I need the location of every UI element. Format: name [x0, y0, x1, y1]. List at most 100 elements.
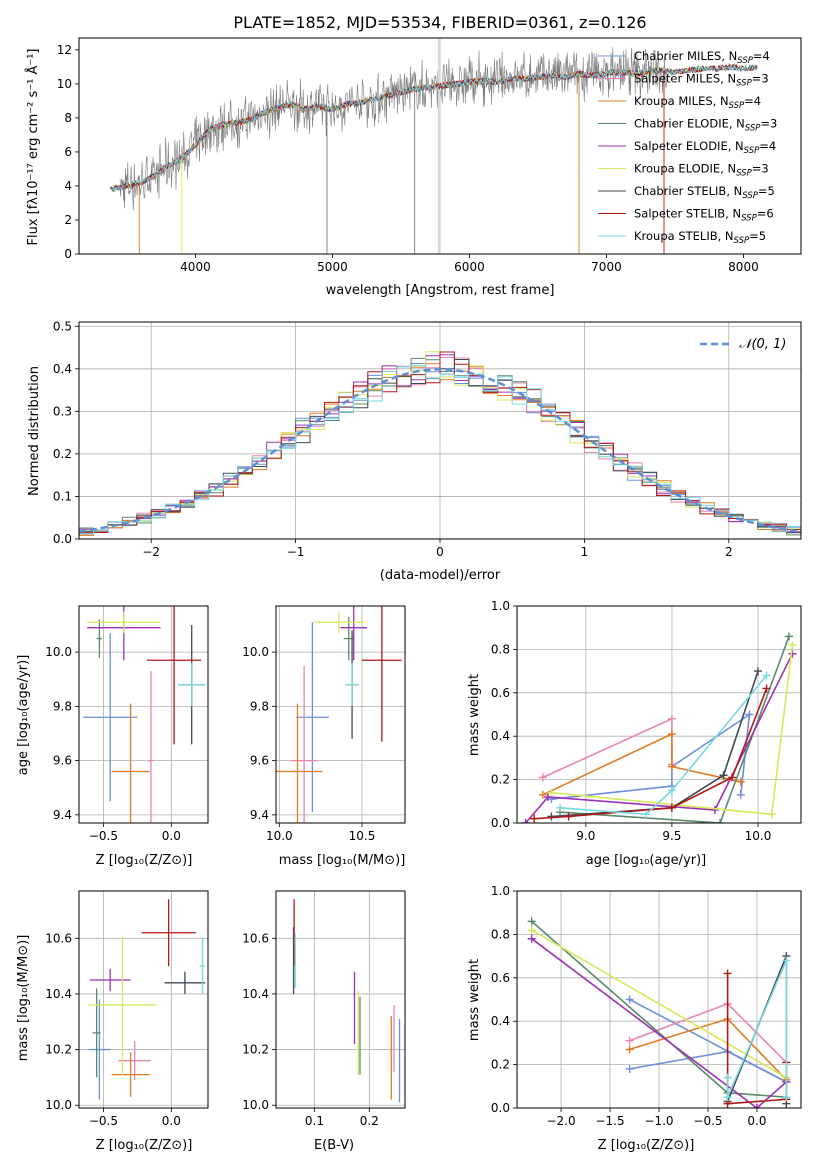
mass-weight-vs-z-line-kroupa_elodie	[531, 929, 787, 1079]
mass-weight-vs-age-marker-kroupa_miles	[667, 762, 676, 771]
mass-weight-vs-age-ytick-label: 0.8	[491, 642, 510, 656]
spectrum-ytick-label: 4	[64, 179, 72, 193]
mass-weight-vs-age-marker-salpeter_elodie	[543, 792, 552, 801]
mass-weight-vs-z-marker-salpeter_miles	[625, 1036, 634, 1045]
mass-weight-vs-z-marker-kroupa_stelib	[723, 1093, 732, 1102]
mass-vs-z-ytick-label: 10.6	[45, 931, 72, 945]
spectrum-ytick-label: 2	[64, 213, 72, 227]
legend-label-salpeter_elodie: Salpeter ELODIE, NSSP=4	[634, 139, 776, 156]
age-vs-z-xlabel: Z [log₁₀(Z/Z⊙)]	[96, 853, 193, 868]
mass-vs-z-xtick-label: −0.5	[89, 1114, 118, 1128]
mass-weight-vs-age-line-salpeter_elodie	[524, 653, 794, 823]
residual-xtick-label: −1	[287, 545, 305, 559]
mass-weight-vs-age-xtick-label: 9.5	[662, 829, 681, 843]
residual-legend: 𝒩(0, 1)	[700, 337, 786, 352]
age-vs-mass-ytick-label: 10.0	[242, 645, 269, 659]
residual-xtick-label: 0	[436, 545, 444, 559]
mass-weight-vs-age-marker-kroupa_miles	[736, 777, 745, 786]
mass-weight-vs-z-xtick-label: 0.0	[747, 1114, 766, 1128]
mass-weight-vs-age-marker-salpeter_stelib	[530, 814, 539, 823]
mass-vs-ebv-frame	[275, 890, 406, 1109]
mass-vs-ebv-ytick-label: 10.4	[242, 987, 269, 1001]
mass-weight-vs-age-ytick-label: 0.0	[491, 816, 510, 830]
mass-weight-vs-age-marker-kroupa_elodie	[788, 641, 797, 650]
mass-weight-vs-z-ytick-label: 0.4	[491, 1014, 510, 1028]
mass-weight-vs-z-ytick-label: 0.2	[491, 1058, 510, 1072]
mass-vs-z-ytick-label: 10.2	[45, 1043, 72, 1057]
mass-weight-vs-age-marker-kroupa_miles	[538, 790, 547, 799]
mass-weight-vs-age-marker-salpeter_stelib	[667, 803, 676, 812]
mass-weight-vs-age-marker-chabrier_miles	[745, 710, 754, 719]
mass-weight-vs-age-marker-salpeter_miles	[667, 714, 676, 723]
age-vs-z-ytick-label: 9.4	[53, 808, 72, 822]
mass-vs-z-xlabel: Z [log₁₀(Z/Z⊙)]	[96, 1138, 193, 1153]
mass-vs-z-marks	[88, 899, 206, 1100]
spectrum-title: PLATE=1852, MJD=53534, FIBERID=0361, z=0…	[233, 13, 646, 32]
spectrum-xtick-label: 5000	[317, 260, 348, 274]
mass-weight-vs-age-line-chabrier_elodie	[559, 636, 790, 823]
mass-weight-vs-z-marker-kroupa_stelib	[782, 1093, 791, 1102]
spectrum-xtick-label: 4000	[180, 260, 211, 274]
legend-label-chabrier_stelib: Chabrier STELIB, NSSP=5	[634, 184, 775, 201]
mass-weight-vs-age-ytick-label: 0.6	[491, 686, 510, 700]
residual-panel: −2 −1 0 1 2 0.0 0.1 0.2 0.3 0.4 0.5 (data-model)/e…	[27, 319, 802, 583]
mass-weight-vs-age-ytick-label: 1.0	[491, 599, 510, 613]
age-vs-z-xtick-label: 0.0	[162, 829, 181, 843]
legend-label-salpeter_stelib: Salpeter STELIB, NSSP=6	[634, 207, 774, 224]
spectrum-xtick-label: 6000	[454, 260, 485, 274]
mass-weight-vs-age-plot-area	[517, 606, 801, 823]
age-vs-mass-ytick-label: 9.4	[250, 808, 269, 822]
mass-weight-vs-z-marker-chabrier_miles	[625, 995, 634, 1004]
spectrum-frame	[78, 37, 802, 255]
mass-weight-vs-age-ytick-label: 0.2	[491, 773, 510, 787]
spectrum-xtick-label: 8000	[728, 260, 759, 274]
age-vs-z-ytick-label: 9.6	[53, 754, 72, 768]
mass-weight-vs-z-frame	[516, 890, 802, 1109]
spectrum-ytick-label: 8	[64, 111, 72, 125]
mass-vs-ebv-marks	[292, 899, 401, 1103]
residual-histogram-kroupa_stelib	[79, 365, 801, 535]
mass-vs-ebv-xtick-label: 0.1	[305, 1114, 324, 1128]
mass-weight-vs-z-line-salpeter_elodie	[531, 938, 787, 1108]
mass-vs-z-frame	[78, 890, 209, 1109]
mass-vs-ebv-ytick-label: 10.6	[242, 931, 269, 945]
mass-vs-ebv-xtick-label: 0.2	[360, 1114, 379, 1128]
age-vs-z-ylabel: age [log₁₀(age/yr)]	[16, 655, 31, 776]
mass-vs-z-xtick-label: 0.0	[162, 1114, 181, 1128]
normal-curve	[79, 368, 801, 533]
mass-weight-vs-z-marker-chabrier_miles	[625, 1064, 634, 1073]
legend-label-kroupa_elodie: Kroupa ELODIE, NSSP=3	[634, 162, 769, 179]
mass-weight-vs-z-marker-salpeter_elodie	[527, 934, 536, 943]
mass-weight-vs-z-xtick-label: −2.0	[546, 1114, 575, 1128]
mass-vs-ebv-panel: 0.1 0.2 10.0 10.2 10.4 10.6 E(B-V)	[242, 890, 406, 1153]
legend-label-chabrier_elodie: Chabrier ELODIE, NSSP=3	[634, 117, 777, 134]
mass-weight-vs-age-marker-salpeter_stelib	[564, 812, 573, 821]
legend-label-kroupa_stelib: Kroupa STELIB, NSSP=5	[634, 229, 766, 246]
masked-region	[437, 38, 441, 254]
residual-frame	[78, 321, 802, 540]
age-vs-mass-panel: 10.0 10.5 9.4 9.6 9.8 10.0 mass [log₁₀(M/M⊙)]	[242, 605, 406, 868]
residual-xlabel: (data-model)/error	[380, 568, 501, 583]
mass-vs-z-panel: −0.5 0.010.010.210.410.6 Z [log₁₀(Z/Z⊙)] …	[16, 890, 209, 1153]
age-vs-mass-xtick-label: 10.5	[349, 829, 376, 843]
mass-weight-vs-z-marker-salpeter_elodie	[752, 1104, 761, 1108]
mass-vs-z-ytick-label: 10.4	[45, 987, 72, 1001]
mass-weight-vs-age-ytick-label: 0.4	[491, 729, 510, 743]
mass-weight-vs-age-xtick-label: 10.0	[745, 829, 772, 843]
mass-weight-vs-z-ylabel: mass weight	[467, 959, 482, 1041]
mass-weight-vs-age-marker-kroupa_miles	[667, 730, 676, 739]
mass-weight-vs-age-frame	[516, 605, 802, 824]
residual-marks	[79, 351, 801, 536]
spectrum-ytick-label: 0	[64, 247, 72, 261]
mass-weight-vs-age-xlabel: age [log₁₀(age/yr)]	[586, 853, 707, 868]
mass-vs-z-ytick-label: 10.0	[45, 1098, 72, 1112]
mass-weight-vs-age-marker-salpeter_stelib	[728, 773, 737, 782]
mass-weight-vs-age-marker-salpeter_elodie	[710, 805, 719, 814]
age-vs-mass-xlabel: mass [log₁₀(M/M⊙)]	[279, 853, 406, 868]
spectrum-ylabel: Flux [fλ10⁻¹⁷ erg cm⁻² s⁻¹ Å⁻¹]	[25, 49, 41, 246]
mass-weight-vs-age-marker-kroupa_stelib	[762, 671, 771, 680]
residual-ytick-label: 0.0	[53, 532, 72, 546]
age-vs-z-plot-area	[79, 606, 208, 823]
mass-weight-vs-age-marker-salpeter_stelib	[762, 684, 771, 693]
residual-histogram-salpeter_stelib	[79, 351, 801, 534]
